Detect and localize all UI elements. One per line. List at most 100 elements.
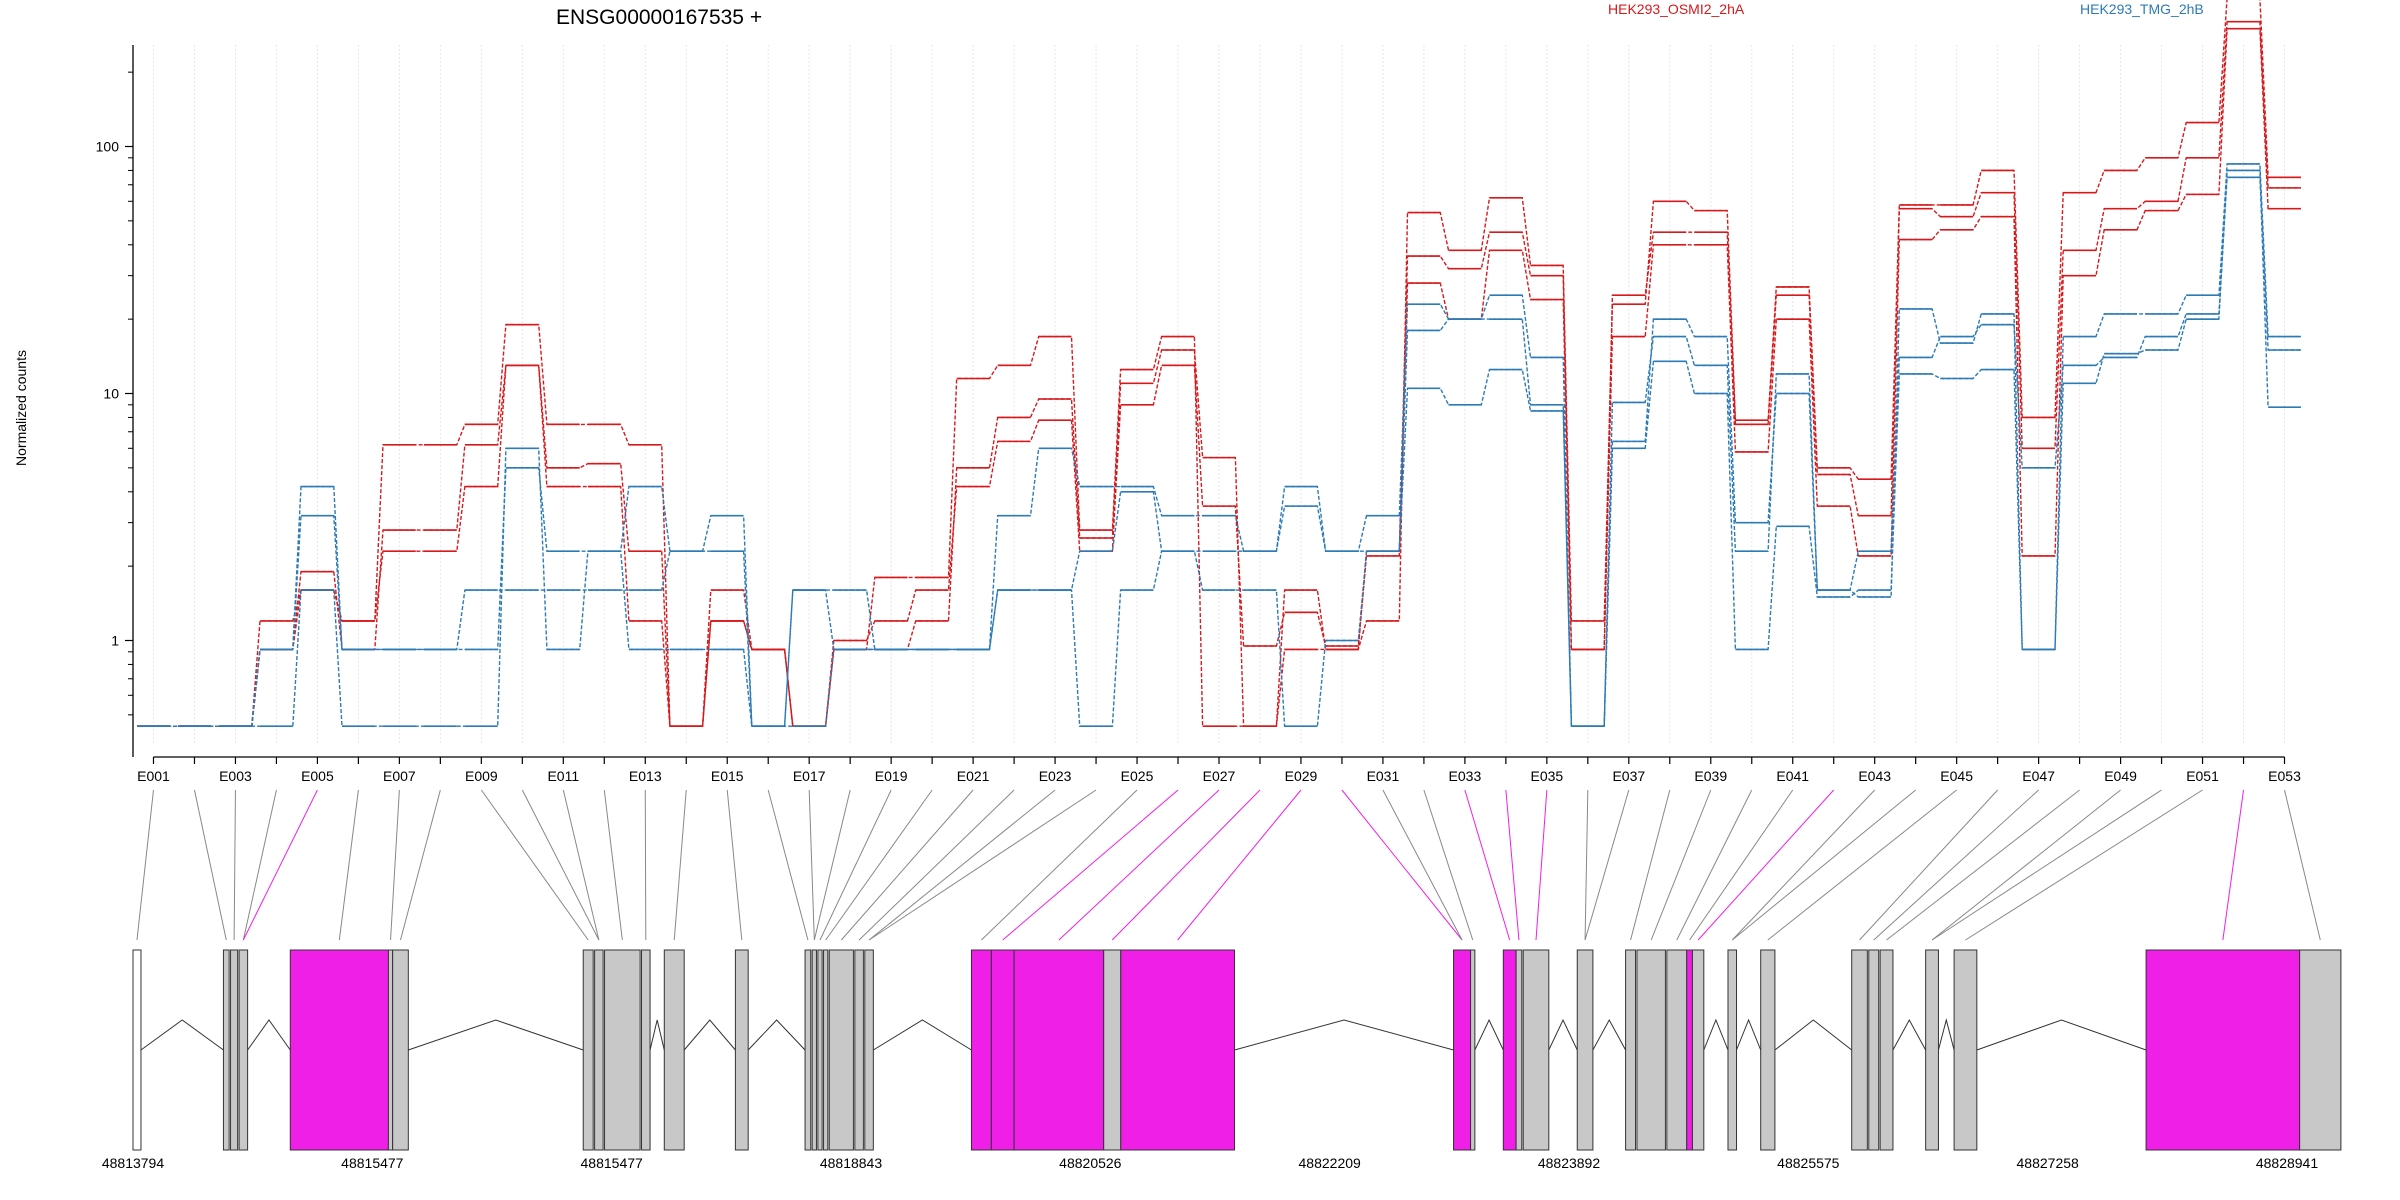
x-tick-label: E013: [629, 768, 662, 784]
exon-connector: [1931, 789, 2121, 941]
exon-connector: [1873, 789, 2039, 941]
exon-connector: [1464, 789, 1511, 941]
exon-connector: [981, 789, 1138, 941]
exon-block: [1502, 949, 1517, 1151]
exon-connector: [1584, 789, 1630, 941]
exon-connector: [1535, 789, 1548, 941]
exon-connector: [819, 789, 892, 941]
intron-junction: [873, 1019, 972, 1051]
x-tick-label: E041: [1776, 768, 1809, 784]
exon-connector: [1111, 789, 1261, 941]
genomic-tick-label: 48820526: [1059, 1155, 1122, 1171]
exon-block: [1522, 949, 1550, 1151]
exon-connector: [868, 789, 1097, 941]
exon-block: [1013, 949, 1105, 1151]
x-tick-label: E037: [1612, 768, 1645, 784]
x-tick-label: E005: [301, 768, 334, 784]
exon-connector: [242, 789, 277, 941]
grid: [152, 45, 2286, 745]
exon-block: [1760, 949, 1776, 1151]
intron-junction: [649, 1019, 665, 1051]
exon-block: [582, 949, 594, 1151]
exon-connector: [825, 789, 933, 941]
exon-block: [854, 949, 864, 1151]
genomic-tick-label: 48825575: [1777, 1155, 1840, 1171]
intron-junction: [1234, 1019, 1454, 1051]
x-tick-label: E047: [2022, 768, 2055, 784]
exon-connector: [480, 789, 589, 941]
genomic-tick-label: 48822209: [1299, 1155, 1362, 1171]
x-tick-label: E021: [957, 768, 990, 784]
exon-block: [864, 949, 874, 1151]
x-tick-label: E023: [1039, 768, 1072, 784]
x-tick-label: E009: [465, 768, 498, 784]
exon-block: [1691, 949, 1705, 1151]
exon-connector: [1505, 789, 1520, 941]
exon-block: [2145, 949, 2301, 1151]
genomic-axis: 48813794 48815477 48815477 48818843 48820526…: [102, 1155, 2319, 1171]
exon-connector: [2284, 789, 2321, 941]
exon-connector: [390, 789, 400, 941]
x-tick-label: E035: [1530, 768, 1563, 784]
gene-model: [132, 949, 2342, 1151]
y-tick-label: 10: [103, 386, 119, 402]
exon-connector: [1859, 789, 1999, 941]
exon-connector: [1767, 789, 1957, 941]
x-tick-label: E027: [1203, 768, 1236, 784]
genomic-tick-label: 48827258: [2017, 1155, 2080, 1171]
exon-block: [392, 949, 409, 1151]
legend-entry-osmi: HEK293_OSMI2_2hA: [1608, 1, 1745, 17]
intron-junction: [1548, 1018, 1578, 1051]
exon-block: [804, 949, 812, 1151]
genomic-tick-label: 48815477: [581, 1155, 644, 1171]
exon-connector: [1931, 789, 2162, 941]
exon-block: [1576, 949, 1594, 1151]
exon-connector: [338, 789, 359, 941]
exon-block: [1851, 949, 1868, 1151]
exon-block: [1953, 949, 1978, 1151]
exon-block: [238, 949, 249, 1151]
intron-junction: [683, 1019, 736, 1051]
intron-junction: [1937, 1018, 1955, 1051]
exon-connector: [136, 789, 154, 941]
intron-junction: [747, 1019, 806, 1051]
exon-block: [828, 949, 854, 1151]
exon-connector: [726, 789, 743, 941]
chart-title: ENSG00000167535 +: [556, 6, 762, 29]
x-tick-label: E025: [1121, 768, 1154, 784]
exon-connector: [858, 789, 1015, 941]
exon-connector: [562, 789, 600, 941]
exon-connector: [1382, 789, 1463, 941]
exon-connector: [1886, 789, 2080, 941]
y-tick-label: 1: [111, 633, 119, 649]
x-tick-label: E019: [875, 768, 908, 784]
intron-junction: [247, 1019, 291, 1051]
x-tick-label: E011: [547, 768, 579, 784]
exon-block: [823, 949, 829, 1151]
exon-connector: [673, 789, 687, 941]
intron-junction: [1736, 1018, 1762, 1051]
x-tick-label: E039: [1694, 768, 1727, 784]
exon-connector: [1676, 789, 1753, 941]
exon-block: [641, 949, 651, 1151]
series-tmg-5: [137, 169, 2301, 727]
exon-block: [663, 949, 685, 1151]
intron-junction: [1774, 1019, 1853, 1051]
y-tick-label: 100: [96, 139, 120, 155]
x-tick-label: E049: [2104, 768, 2137, 784]
exon-connector: [808, 789, 815, 941]
exon-block: [2299, 949, 2342, 1151]
exon-block: [222, 949, 230, 1151]
intron-junction: [408, 1019, 584, 1051]
x-tick-label: E043: [1858, 768, 1891, 784]
y-axis-label: Normalized counts: [13, 350, 29, 466]
exon-block: [1686, 949, 1693, 1151]
exon-block: [132, 949, 142, 1151]
exon-connector: [193, 789, 227, 941]
exon-block: [1453, 949, 1472, 1151]
intron-junction: [1976, 1019, 2147, 1051]
x-tick-label: E015: [711, 768, 744, 784]
exon-block: [970, 949, 992, 1151]
exon-block: [1636, 949, 1666, 1151]
series-tmg-4: [137, 176, 2301, 727]
